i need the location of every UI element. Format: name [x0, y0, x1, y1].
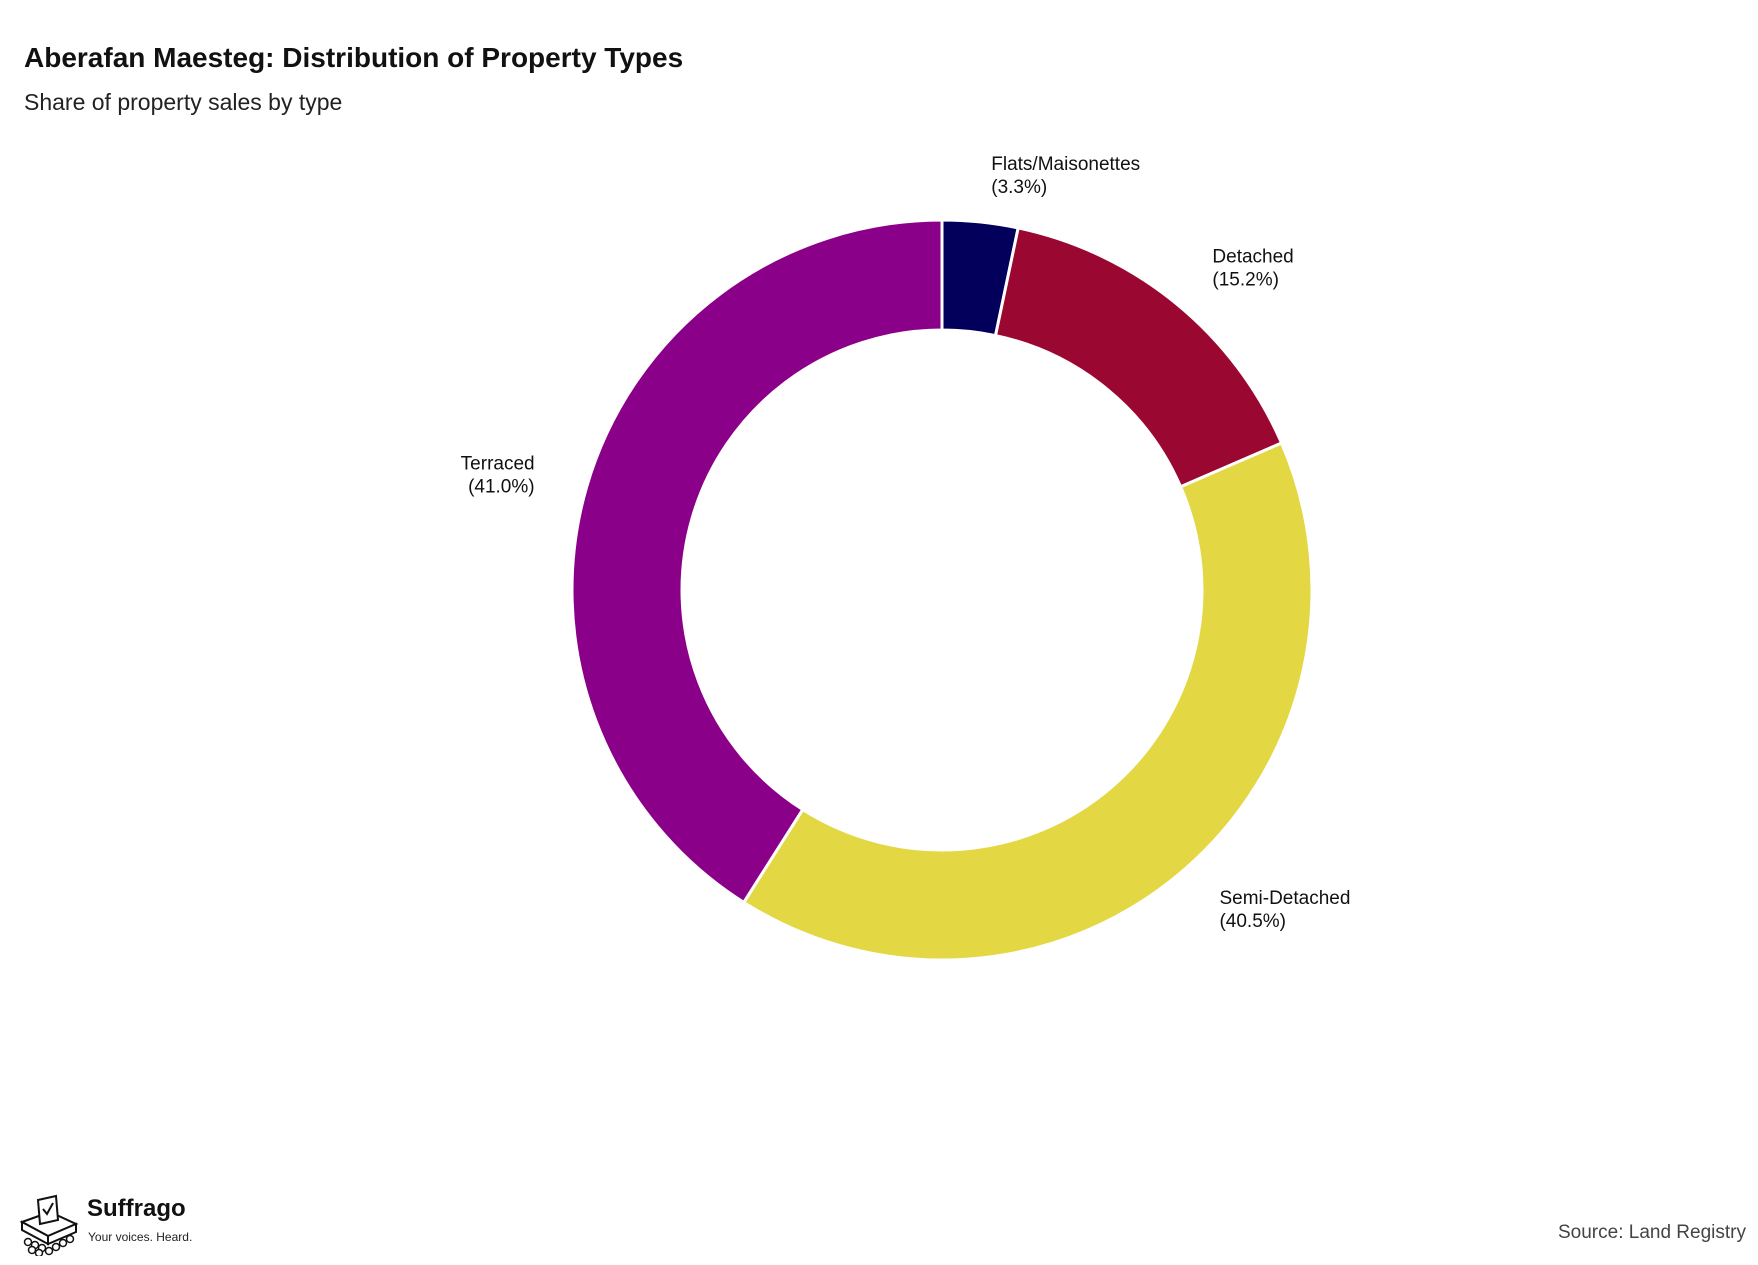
slice-label-semi-detached: Semi-Detached (40.5%): [1219, 888, 1350, 932]
brand-logo: Suffrago Your voices. Heard.: [16, 1192, 216, 1256]
ballot-box-icon: [19, 1194, 79, 1256]
slice-label-terraced: Terraced (41.0%): [461, 453, 535, 497]
chart-title: Aberafan Maesteg: Distribution of Proper…: [24, 42, 684, 73]
brand-name: Suffrago: [87, 1195, 186, 1222]
donut-slice-semi-detached: [741, 441, 1314, 962]
brand-tagline: Your voices. Heard.: [88, 1230, 193, 1244]
source-note: Source: Land Registry: [1558, 1222, 1746, 1243]
slice-label-flats-maisonettes: Flats/Maisonettes (3.3%): [991, 154, 1140, 198]
chart-subtitle: Share of property sales by type: [24, 89, 343, 115]
slice-label-detached: Detached (15.2%): [1212, 246, 1293, 290]
donut-slice-terraced: [570, 218, 944, 905]
